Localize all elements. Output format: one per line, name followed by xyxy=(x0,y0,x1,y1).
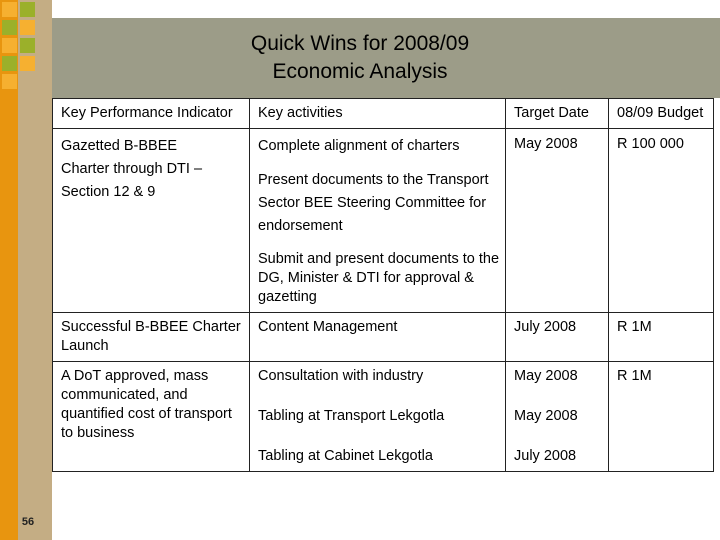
row3-date-1: May 2008 xyxy=(514,368,578,384)
row3-activity-1: Consultation with industry xyxy=(258,368,424,384)
decor-square xyxy=(20,20,35,35)
spacer xyxy=(514,386,602,407)
spacer xyxy=(258,238,499,250)
row2-activity-1: Content Management xyxy=(249,312,506,362)
decor-square xyxy=(2,2,17,17)
spacer xyxy=(514,426,602,447)
row1-kpi: Gazetted B-BBEE Charter through DTI –Sec… xyxy=(52,128,250,313)
row1-activity-1: Complete alignment of charters xyxy=(258,138,460,154)
decor-square xyxy=(2,74,17,89)
title-line-2: Economic Analysis xyxy=(272,60,448,83)
slide-title: Quick Wins for 2008/09 Economic Analysis xyxy=(180,18,540,98)
row3-kpi: A DoT approved, mass communicated, and q… xyxy=(52,361,250,472)
row2-kpi: Successful B-BBEE Charter Launch xyxy=(52,312,250,362)
slide-number: 56 xyxy=(21,516,35,528)
row3-date-3: July 2008 xyxy=(514,448,577,464)
row3-date-2: May 2008 xyxy=(514,408,578,424)
row3-activities: Consultation with industry Tabling at Tr… xyxy=(249,361,506,472)
row3-dates: May 2008 May 2008 July 2008 xyxy=(505,361,609,472)
decor-square xyxy=(20,56,35,71)
decor-square xyxy=(20,2,35,17)
row3-activity-3: Tabling at Cabinet Lekgotla xyxy=(258,448,433,464)
kpi-table: Key Performance Indicator Key activities… xyxy=(52,98,714,472)
spacer xyxy=(258,386,499,407)
decor-square xyxy=(20,38,35,53)
header-target-date: Target Date xyxy=(505,98,609,129)
row1-budget: R 100 000 xyxy=(608,128,714,313)
spacer xyxy=(258,426,499,447)
decor-square xyxy=(2,56,17,71)
decor-square xyxy=(2,20,17,35)
row3-budget: R 1M xyxy=(608,361,714,472)
header-kpi: Key Performance Indicator xyxy=(52,98,250,129)
table-header-row: Key Performance Indicator Key activities… xyxy=(52,98,714,129)
table-row: Successful B-BBEE Charter Launch Content… xyxy=(52,312,714,362)
spacer xyxy=(258,157,499,169)
row1-activity-2: Present documents to the Transport Secto… xyxy=(258,172,489,234)
table-row: A DoT approved, mass communicated, and q… xyxy=(52,361,714,472)
title-line-1: Quick Wins for 2008/09 xyxy=(250,32,470,55)
table-row: Gazetted B-BBEE Charter through DTI –Sec… xyxy=(52,128,714,313)
left-tan-strip xyxy=(18,0,52,540)
decor-square xyxy=(2,38,17,53)
header-right-pattern xyxy=(540,18,720,98)
row1-date: May 2008 xyxy=(505,128,609,313)
row2-budget: R 1M xyxy=(608,312,714,362)
row2-date: July 2008 xyxy=(505,312,609,362)
left-accent-strip xyxy=(0,0,18,540)
row3-activity-2: Tabling at Transport Lekgotla xyxy=(258,408,445,424)
header-budget: 08/09 Budget xyxy=(608,98,714,129)
row1-activities: Complete alignment of charters Present d… xyxy=(249,128,506,313)
header-activities: Key activities xyxy=(249,98,506,129)
row1-activity-3: Submit and present documents to the DG, … xyxy=(258,251,500,305)
